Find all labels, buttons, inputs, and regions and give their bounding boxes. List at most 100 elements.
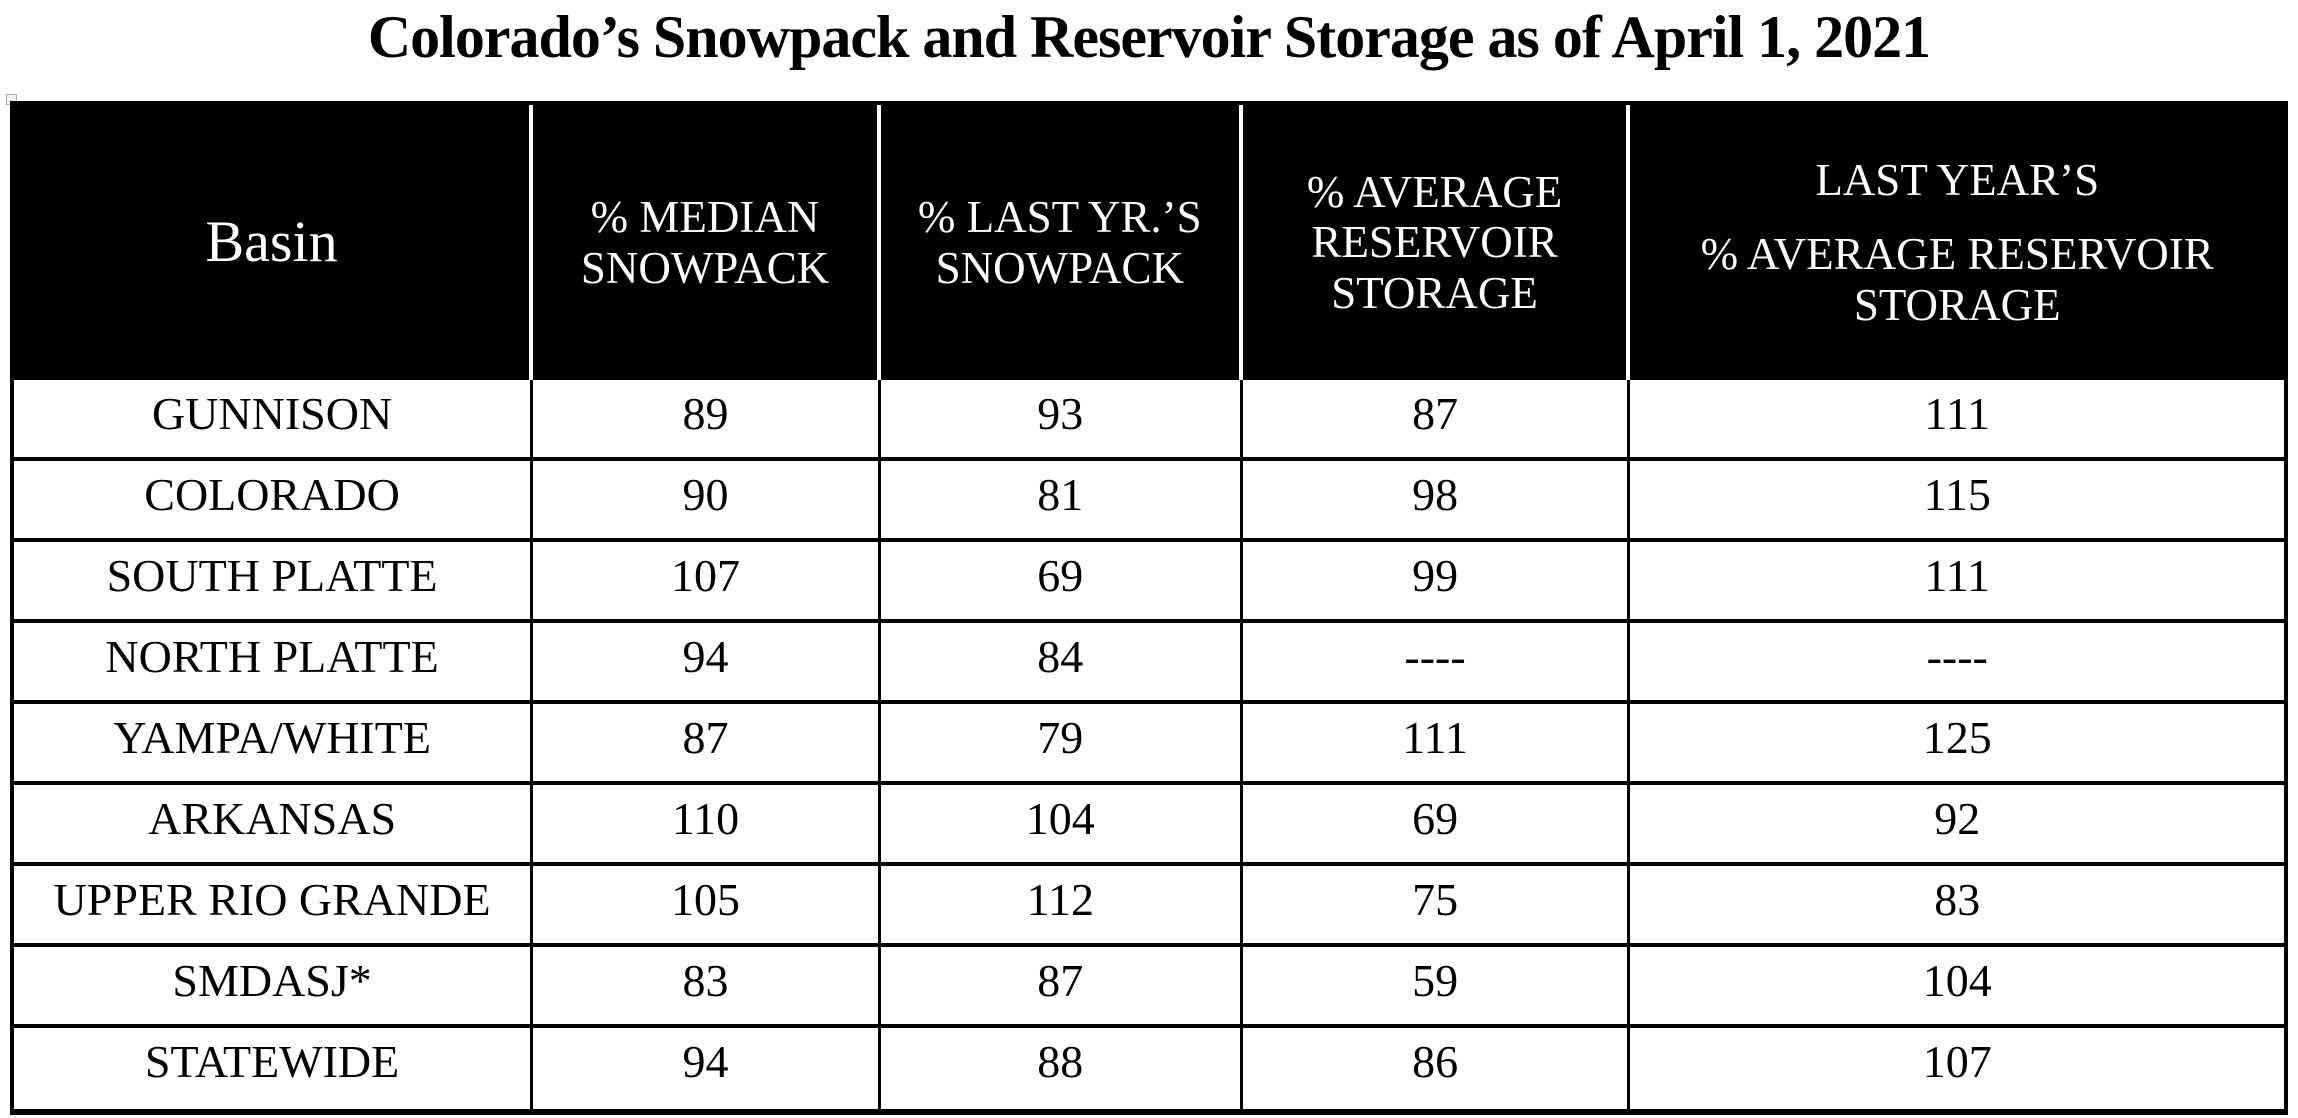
table-cell-avg-reservoir-storage: 111 [1242, 704, 1631, 785]
column-header-basin: Basin [14, 105, 534, 380]
table-cell-median-snowpack: 87 [533, 704, 881, 785]
value: 87 [1037, 955, 1084, 1006]
table-cell-last-yr-avg-reservoir-storage: 111 [1630, 542, 2284, 623]
value: 87 [1412, 388, 1459, 439]
column-header-basin-label: Basin [205, 209, 338, 275]
column-header-last-yr-snowpack-label: % LAST YR.’S SNOWPACK [917, 192, 1202, 293]
table-cell-avg-reservoir-storage: 69 [1242, 785, 1631, 866]
basin-name: GUNNISON [151, 388, 393, 439]
table-cell-median-snowpack: 107 [533, 542, 881, 623]
column-header-median-snowpack: % MEDIAN SNOWPACK [533, 105, 881, 380]
table-cell-last-yr-snowpack: 88 [881, 1028, 1243, 1109]
value: 111 [1402, 712, 1468, 763]
value: 86 [1412, 1036, 1459, 1087]
table-cell-last-yr-snowpack: 93 [880, 380, 1243, 461]
table-cell-basin: ARKANSAS [14, 785, 534, 866]
table-cell-last-yr-snowpack: 87 [880, 947, 1243, 1028]
table-cell-last-yr-avg-reservoir-storage: 83 [1630, 866, 2284, 947]
page-title: Colorado’s Snowpack and Reservoir Storag… [367, 4, 1931, 70]
value: 105 [671, 874, 741, 925]
table-cell-last-yr-snowpack: 81 [880, 461, 1243, 542]
basin-name: STATEWIDE [144, 1036, 400, 1087]
table-cell-last-yr-snowpack: 112 [880, 866, 1243, 947]
table-cell-last-yr-avg-reservoir-storage: 104 [1630, 947, 2284, 1028]
table-cell-avg-reservoir-storage: 59 [1242, 947, 1631, 1028]
table-cell-basin: SOUTH PLATTE [14, 542, 534, 623]
table-cell-last-yr-avg-reservoir-storage: 111 [1630, 380, 2284, 461]
value: 69 [1037, 550, 1084, 601]
value: 107 [1922, 1036, 1992, 1087]
value: 94 [682, 1036, 729, 1087]
table-cell-last-yr-avg-reservoir-storage: ---- [1630, 623, 2284, 704]
value: 104 [1922, 955, 1992, 1006]
value: 125 [1922, 712, 1992, 763]
table-cell-basin: SMDASJ* [14, 947, 534, 1028]
value: 94 [682, 631, 729, 682]
column-header-last-year-avg-reservoir-storage: LAST YEAR’S % AVERAGE RESERVOIR STORAGE [1630, 105, 2284, 380]
table-cell-last-yr-snowpack: 104 [880, 785, 1243, 866]
value: 59 [1412, 955, 1459, 1006]
table-cell-median-snowpack: 105 [533, 866, 881, 947]
table-cell-basin: STATEWIDE [14, 1028, 534, 1109]
table-cell-last-yr-snowpack: 79 [880, 704, 1243, 785]
table-cell-last-yr-avg-reservoir-storage: 125 [1630, 704, 2284, 785]
value: 79 [1037, 712, 1084, 763]
value: 90 [682, 469, 729, 520]
table-cell-last-yr-avg-reservoir-storage: 92 [1630, 785, 2284, 866]
basin-name: COLORADO [144, 469, 400, 520]
value: 111 [1924, 388, 1990, 439]
table-cell-basin: COLORADO [14, 461, 534, 542]
basin-name: SMDASJ* [172, 955, 372, 1006]
basin-name: SOUTH PLATTE [106, 550, 438, 601]
table-cell-basin: GUNNISON [14, 380, 534, 461]
value: 98 [1412, 469, 1459, 520]
value: 107 [671, 550, 741, 601]
table-cell-last-yr-avg-reservoir-storage: 115 [1630, 461, 2284, 542]
basin-name: YAMPA/WHITE [113, 712, 431, 763]
table-cell-avg-reservoir-storage: 98 [1242, 461, 1631, 542]
value: 84 [1037, 631, 1084, 682]
value: 75 [1412, 874, 1459, 925]
value: 83 [682, 955, 729, 1006]
table-cell-avg-reservoir-storage: 75 [1242, 866, 1631, 947]
table-cell-median-snowpack: 83 [533, 947, 881, 1028]
table-cell-avg-reservoir-storage: 87 [1242, 380, 1631, 461]
column-header-avg-reservoir-storage: % AVERAGE RESERVOIR STORAGE [1242, 105, 1631, 380]
column-header-last-year-line1: LAST YEAR’S [1815, 154, 2100, 205]
table-cell-avg-reservoir-storage: ---- [1242, 623, 1631, 704]
value: 89 [682, 388, 729, 439]
table-cell-median-snowpack: 94 [533, 1028, 881, 1109]
value: 83 [1934, 874, 1981, 925]
column-header-last-year-line2: % AVERAGE RESERVOIR STORAGE [1700, 229, 2214, 330]
table-cell-basin: UPPER RIO GRANDE [14, 866, 534, 947]
column-header-median-snowpack-label: % MEDIAN SNOWPACK [580, 192, 830, 293]
value: 111 [1924, 550, 1990, 601]
basin-name: NORTH PLATTE [105, 631, 439, 682]
value: 99 [1412, 550, 1459, 601]
table-cell-median-snowpack: 110 [533, 785, 881, 866]
value: 93 [1037, 388, 1084, 439]
value: 92 [1934, 793, 1981, 844]
table-cell-avg-reservoir-storage: 99 [1242, 542, 1631, 623]
value: 112 [1026, 874, 1094, 925]
basin-name: UPPER RIO GRANDE [53, 874, 491, 925]
value: 87 [682, 712, 729, 763]
table-cell-basin: YAMPA/WHITE [14, 704, 534, 785]
snowpack-reservoir-table: Basin % MEDIAN SNOWPACK % LAST YR.’S SNO… [10, 101, 2288, 1115]
table-cell-last-yr-snowpack: 84 [880, 623, 1243, 704]
value: ---- [1404, 631, 1466, 682]
value: 81 [1037, 469, 1084, 520]
column-header-last-yr-snowpack: % LAST YR.’S SNOWPACK [880, 105, 1243, 380]
table-cell-median-snowpack: 94 [533, 623, 881, 704]
table-cell-last-yr-snowpack: 69 [880, 542, 1243, 623]
table-cell-median-snowpack: 90 [533, 461, 881, 542]
table-cell-avg-reservoir-storage: 86 [1243, 1028, 1631, 1109]
value: 104 [1025, 793, 1095, 844]
column-header-avg-reservoir-storage-label: % AVERAGE RESERVOIR STORAGE [1306, 166, 1563, 318]
basin-name: ARKANSAS [148, 793, 397, 844]
table-cell-median-snowpack: 89 [533, 380, 881, 461]
table-cell-basin: NORTH PLATTE [14, 623, 534, 704]
value: 69 [1412, 793, 1459, 844]
value: 110 [671, 793, 740, 844]
